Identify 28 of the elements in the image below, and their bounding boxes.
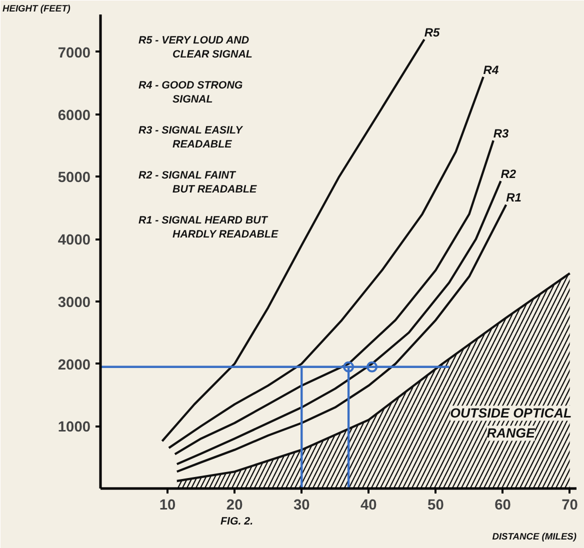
series-label: R2: [500, 167, 516, 182]
y-tick-label: 1000: [58, 420, 91, 436]
annotation: R5 - VERY LOUD AND CLEAR SIGNAL: [138, 34, 252, 60]
series-label: R1: [506, 190, 522, 205]
annotation: R4 - GOOD STRONG SIGNAL: [138, 80, 243, 106]
series-label: R5: [424, 25, 440, 40]
annotation: R1 - SIGNAL HEARD BUT HARDLY READABLE: [138, 214, 279, 240]
annotation: R3 - SIGNAL EASILY READABLE: [138, 124, 244, 150]
x-tick-label: 50: [428, 498, 444, 514]
x-tick-label: 70: [562, 498, 578, 514]
y-tick-label: 4000: [58, 232, 91, 249]
series-label: R3: [493, 126, 510, 140]
series-label: OUTSIDE OPTICAL RANGE: [450, 406, 572, 441]
annotation: R2 - SIGNAL FAINT BUT READABLE: [138, 170, 258, 196]
x-tick-label: 60: [494, 498, 511, 514]
series-label: R4: [483, 62, 499, 77]
x-tick-label: 40: [360, 498, 377, 514]
y-tick-label: 5000: [58, 170, 91, 186]
y-tick-label: 3000: [58, 294, 91, 311]
x-tick-label: 20: [226, 498, 243, 514]
x-tick-label: 30: [293, 498, 310, 514]
y-tick-label: 2000: [58, 357, 91, 374]
y-axis-title: HEIGHT (FEET): [2, 4, 70, 14]
caption: FIG. 2.: [220, 516, 254, 528]
y-tick-label: 6000: [58, 108, 91, 124]
x-tick-label: 10: [159, 498, 176, 514]
x-axis-title: DISTANCE (MILES): [492, 532, 576, 542]
y-tick-label: 7000: [58, 45, 91, 62]
